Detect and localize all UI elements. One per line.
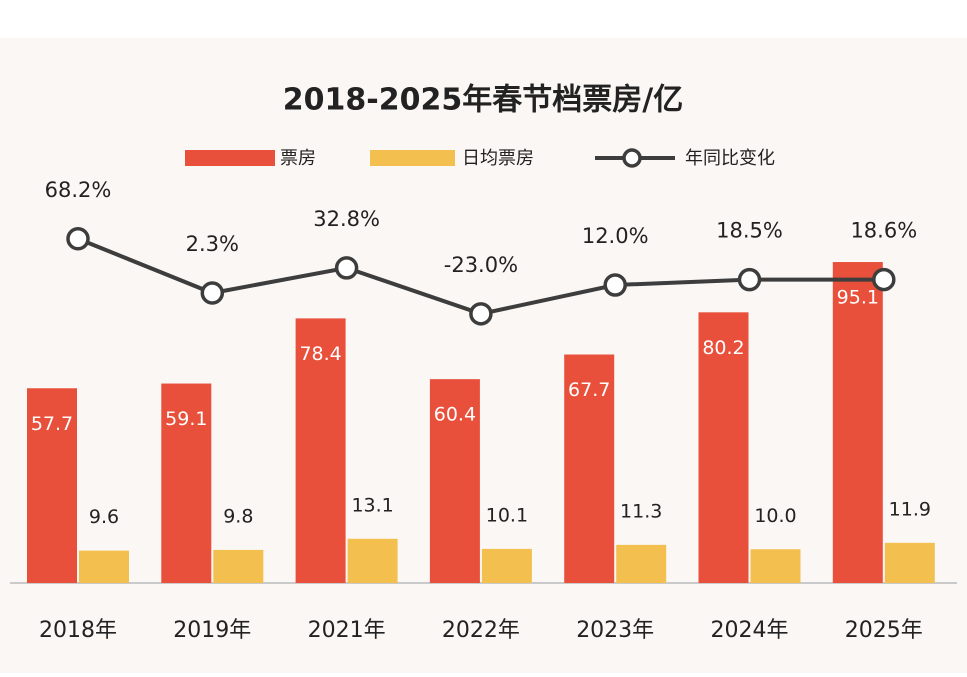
line-marker <box>603 273 627 297</box>
line-marker <box>469 302 493 326</box>
bar-label: 57.7 <box>31 413 73 435</box>
line-marker <box>66 227 90 251</box>
top-band <box>0 0 967 38</box>
x-tick-label: 2018年 <box>39 618 117 643</box>
bar <box>295 318 346 583</box>
legend-swatch <box>185 150 275 166</box>
bar <box>161 383 212 583</box>
bar-label: 67.7 <box>568 379 610 401</box>
line-marker <box>872 267 896 292</box>
bar <box>429 379 480 583</box>
bar <box>481 548 532 583</box>
x-tick-label: 2019年 <box>173 618 251 643</box>
line-label: 32.8% <box>313 207 380 231</box>
line-label: 12.0% <box>582 224 649 248</box>
bar <box>79 550 129 583</box>
line-label: 18.5% <box>716 219 783 243</box>
bar-label: 60.4 <box>434 404 476 426</box>
line-label: -23.0% <box>444 253 518 277</box>
bar <box>564 354 615 583</box>
legend-label: 票房 <box>280 148 316 169</box>
chart-title: 2018-2025年春节档票房/亿 <box>283 83 683 118</box>
legend-label: 年同比变化 <box>685 148 775 169</box>
x-tick-label: 2025年 <box>845 618 923 643</box>
x-tick-label: 2022年 <box>442 618 520 643</box>
bar-label: 9.8 <box>223 505 253 527</box>
line-marker <box>200 281 225 305</box>
bar <box>884 542 935 583</box>
bar-label: 95.1 <box>837 287 879 309</box>
line-marker <box>334 256 359 280</box>
bar <box>347 538 398 583</box>
x-tick-label: 2024年 <box>711 618 789 643</box>
bar <box>698 312 749 583</box>
line-label: 2.3% <box>186 232 239 256</box>
legend-label: 日均票房 <box>462 148 534 169</box>
legend-swatch <box>370 150 455 166</box>
legend-marker <box>622 148 642 168</box>
x-tick-label: 2021年 <box>308 618 386 643</box>
bar-label: 10.1 <box>486 504 528 526</box>
bar-label: 10.0 <box>754 505 796 527</box>
bar-label: 11.9 <box>889 498 931 520</box>
bar-label: 13.1 <box>351 494 393 516</box>
bar-label: 11.3 <box>620 500 662 522</box>
bar-label: 80.2 <box>702 337 744 359</box>
line-marker <box>737 267 762 292</box>
x-tick-label: 2023年 <box>576 618 654 643</box>
bar <box>832 262 883 583</box>
line-label: 68.2% <box>45 178 112 202</box>
line-label: 18.6% <box>850 219 917 243</box>
bar-label: 59.1 <box>165 408 207 430</box>
bar-label: 78.4 <box>299 343 341 365</box>
bar <box>213 549 264 583</box>
bar <box>27 388 77 583</box>
bar <box>616 544 667 583</box>
bar-label: 9.6 <box>89 506 119 528</box>
bar <box>750 549 801 583</box>
